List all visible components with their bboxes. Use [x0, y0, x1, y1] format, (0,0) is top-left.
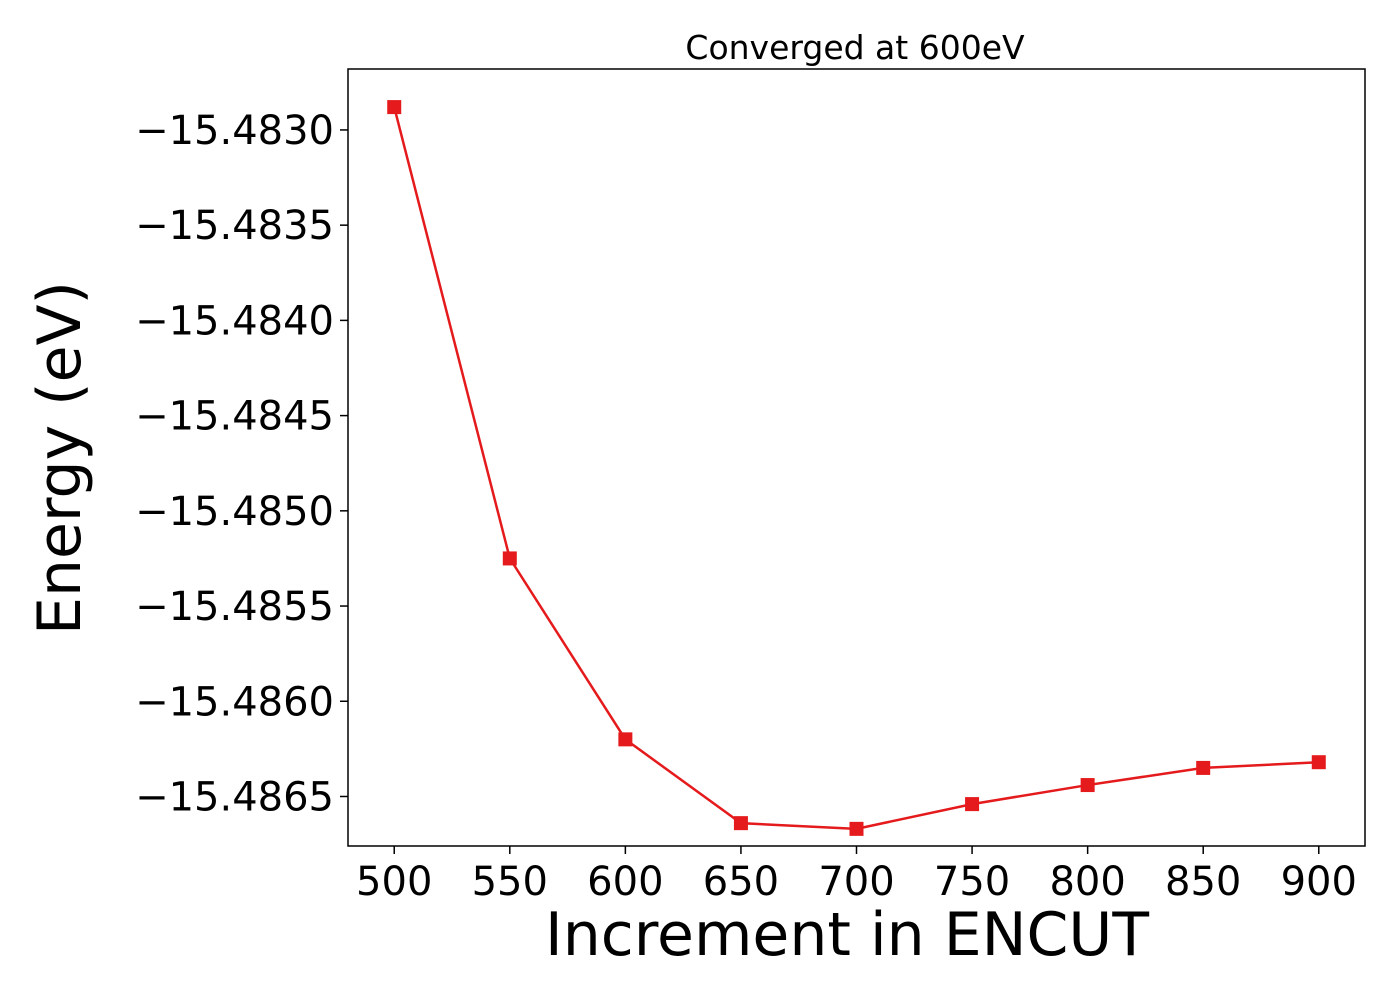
- y-tick-label: −15.4855: [135, 584, 334, 630]
- series-line: [393, 106, 1319, 831]
- y-tick-label: −15.4830: [135, 108, 334, 154]
- x-tick-label: 750: [934, 859, 1010, 905]
- data-point-marker: [965, 797, 980, 812]
- data-point-marker: [502, 551, 517, 566]
- data-point-marker: [387, 100, 402, 115]
- data-point-marker: [733, 816, 748, 831]
- data-point-marker: [618, 732, 633, 747]
- y-tick-label: −15.4835: [135, 203, 334, 249]
- x-tick-label: 900: [1281, 859, 1357, 905]
- x-tick-label: 500: [356, 859, 432, 905]
- data-point-marker: [1196, 760, 1211, 775]
- x-tick-label: 700: [818, 859, 894, 905]
- x-tick-label: 550: [472, 859, 548, 905]
- data-point-marker: [849, 821, 864, 836]
- y-axis-label: Energy (eV): [25, 281, 95, 635]
- data-point-marker: [1311, 755, 1326, 770]
- plot-area-frame: [347, 68, 1366, 847]
- y-tick-label: −15.4850: [135, 489, 334, 535]
- y-axis: −15.4830 −15.4835 −15.4840 −15.4845 −15.4850…: [135, 108, 348, 820]
- y-tick-label: −15.4865: [135, 774, 334, 820]
- y-tick-label: −15.4845: [135, 394, 334, 440]
- y-tick-label: −15.4840: [135, 298, 334, 344]
- x-axis-label: Increment in ENCUT: [545, 900, 1149, 970]
- chart-title: Converged at 600eV: [685, 28, 1025, 67]
- series-layer: [387, 100, 1326, 836]
- data-point-marker: [1080, 778, 1095, 793]
- y-tick-label: −15.4860: [135, 679, 334, 725]
- x-tick-label: 600: [587, 859, 663, 905]
- x-tick-label: 800: [1049, 859, 1125, 905]
- x-tick-label: 850: [1165, 859, 1241, 905]
- x-axis: 500 550 600 650 700 750 800 850 900: [356, 846, 1357, 905]
- x-tick-label: 650: [703, 859, 779, 905]
